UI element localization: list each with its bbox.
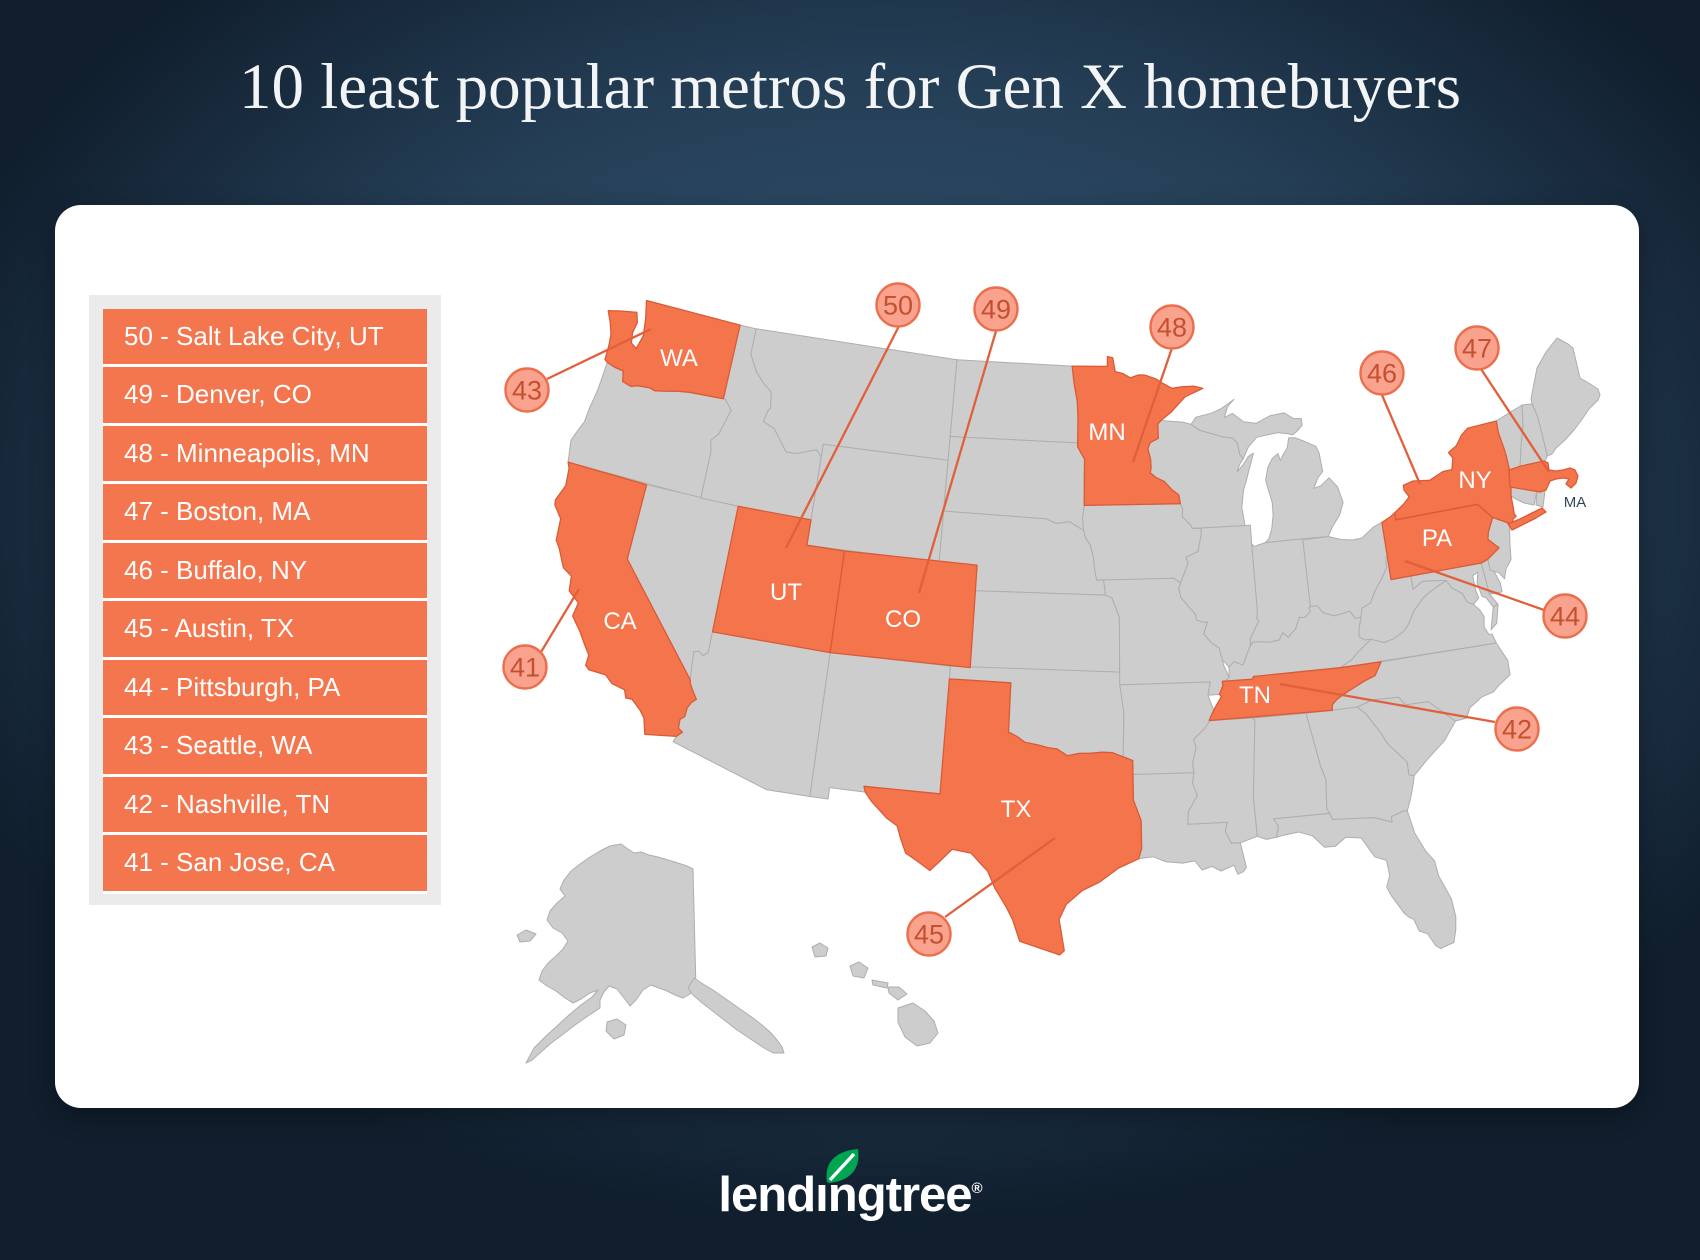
svg-text:46: 46 bbox=[1367, 359, 1397, 389]
svg-text:44: 44 bbox=[1550, 602, 1580, 632]
svg-text:NY: NY bbox=[1458, 467, 1491, 494]
svg-text:UT: UT bbox=[770, 579, 802, 606]
svg-text:MN: MN bbox=[1088, 419, 1125, 446]
svg-text:41: 41 bbox=[510, 653, 540, 683]
svg-text:45: 45 bbox=[914, 920, 944, 950]
svg-text:50: 50 bbox=[883, 291, 913, 321]
svg-text:TX: TX bbox=[1001, 796, 1032, 823]
svg-text:48: 48 bbox=[1157, 313, 1187, 343]
svg-text:42: 42 bbox=[1502, 715, 1532, 745]
svg-text:47: 47 bbox=[1462, 334, 1492, 364]
svg-text:CA: CA bbox=[603, 608, 636, 635]
svg-text:TN: TN bbox=[1239, 682, 1271, 709]
svg-text:49: 49 bbox=[981, 295, 1011, 325]
svg-text:MA: MA bbox=[1564, 494, 1587, 511]
svg-text:PA: PA bbox=[1422, 525, 1452, 552]
svg-text:CO: CO bbox=[885, 606, 921, 633]
svg-text:43: 43 bbox=[512, 376, 542, 406]
svg-text:WA: WA bbox=[660, 345, 698, 372]
